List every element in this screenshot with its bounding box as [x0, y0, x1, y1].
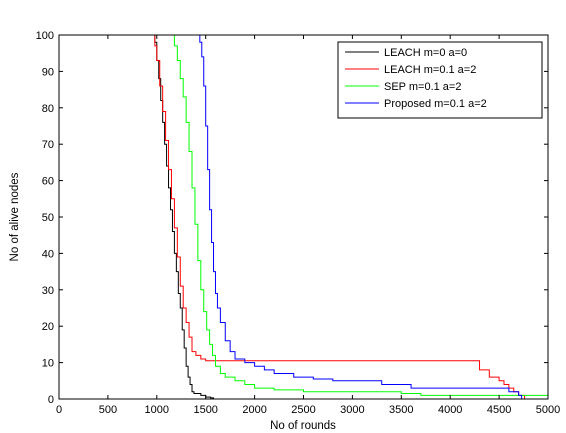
y-tick-label: 70	[42, 139, 54, 151]
y-tick-label: 100	[36, 30, 54, 42]
x-tick-label: 2000	[242, 404, 266, 416]
y-tick-label: 80	[42, 103, 54, 115]
ticks-layer: 0 500 1000 1500 2000 2500 3000 3500 4000 4500 5000…	[36, 30, 561, 416]
y-tick-label: 40	[42, 248, 54, 260]
x-tick-label: 1000	[145, 404, 169, 416]
series-layer	[59, 34, 548, 399]
legend: LEACH m=0 a=0 LEACH m=0.1 a=2 SEP m=0.1 a=…	[337, 41, 543, 119]
y-tick-label: 20	[42, 321, 54, 333]
x-axis-label: No of rounds	[270, 420, 336, 432]
y-tick-label: 0	[48, 394, 54, 406]
x-tick-label: 1500	[193, 404, 217, 416]
x-tick-label: 2500	[291, 404, 315, 416]
x-tick-label: 3000	[340, 404, 364, 416]
x-tick-label: 0	[56, 404, 62, 416]
legend-box	[337, 41, 543, 119]
x-tick-label: 500	[99, 404, 117, 416]
y-tick-label: 10	[42, 358, 54, 370]
series-line-2	[59, 34, 548, 396]
y-tick-label: 90	[42, 66, 54, 78]
series-line-1	[59, 34, 526, 399]
y-axis-label: No of alive nodes	[9, 172, 21, 261]
legend-label-3: Proposed m=0.1 a=2	[384, 98, 487, 110]
legend-label-1: LEACH m=0.1 a=2	[384, 64, 476, 76]
series-line-3	[59, 34, 523, 399]
series-line-0	[59, 34, 215, 399]
y-tick-label: 60	[42, 176, 54, 188]
legend-label-2: SEP m=0.1 a=2	[384, 81, 461, 93]
legend-label-0: LEACH m=0 a=0	[384, 47, 467, 59]
x-tick-label: 5000	[536, 404, 560, 416]
y-tick-label: 50	[42, 212, 54, 224]
x-tick-label: 4500	[487, 404, 511, 416]
x-tick-label: 3500	[389, 404, 413, 416]
y-tick-label: 30	[42, 285, 54, 297]
x-tick-label: 4000	[438, 404, 462, 416]
